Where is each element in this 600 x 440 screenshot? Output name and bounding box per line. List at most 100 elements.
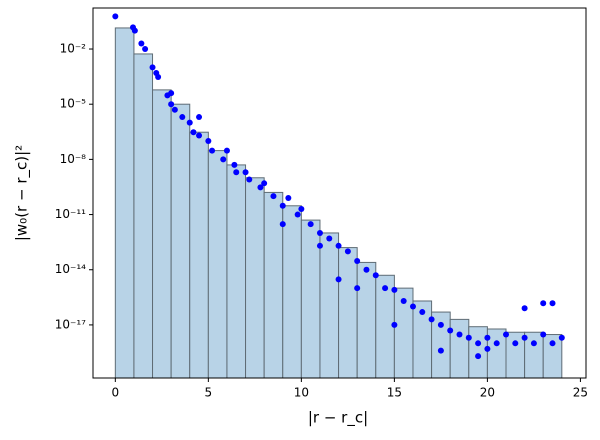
- histogram-bar: [133, 53, 154, 379]
- histogram-bar: [468, 326, 488, 379]
- scatter-point: [503, 331, 510, 338]
- scatter-point: [270, 193, 277, 200]
- histogram-bar: [338, 247, 358, 379]
- scatter-point: [363, 266, 370, 273]
- scatter-point: [372, 272, 379, 279]
- x-tick-label: 10: [294, 386, 309, 400]
- scatter-point: [223, 147, 230, 154]
- y-tick-label: 10⁻¹¹: [55, 207, 86, 221]
- y-tick-label: 10⁻²: [60, 42, 87, 56]
- histogram-bar: [152, 89, 172, 379]
- scatter-point: [138, 40, 145, 47]
- scatter-point: [168, 101, 175, 108]
- scatter-point: [354, 285, 361, 292]
- histogram-bar: [319, 232, 340, 379]
- scatter-point: [246, 176, 253, 183]
- scatter-point: [391, 286, 398, 293]
- scatter-point: [428, 316, 435, 323]
- scatter-point: [171, 106, 178, 113]
- x-tick-label: 5: [205, 386, 213, 400]
- scatter-point: [530, 340, 537, 347]
- y-tick-label: 10⁻⁵: [60, 97, 87, 111]
- scatter-point: [294, 211, 301, 218]
- scatter-point: [190, 129, 197, 136]
- plot-frame: [92, 7, 587, 379]
- scatter-point: [540, 331, 547, 338]
- scatter-point: [549, 340, 556, 347]
- scatter-point: [419, 309, 426, 316]
- scatter-point: [242, 169, 249, 176]
- scatter-point: [512, 340, 519, 347]
- scatter-point: [261, 180, 268, 187]
- scatter-point: [155, 74, 162, 81]
- scatter-point: [540, 300, 547, 307]
- scatter-point: [168, 90, 175, 97]
- scatter-point: [179, 114, 186, 121]
- histogram-bar: [226, 164, 247, 379]
- scatter-point: [409, 303, 416, 310]
- scatter-point: [335, 276, 342, 283]
- scatter-point: [437, 347, 444, 354]
- scatter-point: [220, 156, 227, 163]
- scatter-point: [475, 353, 482, 360]
- scatter-point: [558, 334, 565, 341]
- y-tick-label: 10⁻¹⁴: [55, 262, 86, 276]
- histogram-bar: [207, 150, 228, 379]
- scatter-point: [142, 46, 149, 53]
- scatter-point: [326, 235, 333, 242]
- histogram-bar: [170, 103, 191, 379]
- scatter-point: [437, 321, 444, 328]
- scatter-point: [298, 206, 305, 213]
- x-tick-label: 25: [573, 386, 588, 400]
- scatter-point: [316, 242, 323, 249]
- histogram-bar: [114, 27, 135, 379]
- histogram-bar: [486, 328, 507, 379]
- x-tick-label: 15: [387, 386, 402, 400]
- scatter-point: [447, 327, 454, 334]
- scatter-point: [549, 300, 556, 307]
- scatter-point: [196, 132, 203, 139]
- scatter-point: [196, 114, 203, 121]
- scatter-point: [400, 297, 407, 304]
- scatter-point: [257, 184, 264, 191]
- histogram-bar: [245, 177, 265, 379]
- y-tick-label: 10⁻¹⁷: [55, 317, 86, 331]
- x-tick-label: 20: [480, 386, 495, 400]
- scatter-point: [344, 248, 351, 255]
- x-axis-label: |r − r_c|: [308, 409, 368, 428]
- histogram-bar: [263, 191, 284, 379]
- scatter-point: [186, 119, 193, 126]
- histogram-bar: [189, 131, 209, 379]
- scatter-point: [231, 161, 238, 168]
- histogram-bar: [505, 331, 526, 379]
- histogram-bar: [282, 205, 302, 379]
- x-tick-label: 0: [112, 386, 120, 400]
- histogram-bar: [356, 261, 377, 379]
- scatter-point: [475, 340, 482, 347]
- scatter-point: [285, 194, 292, 201]
- scatter-point: [354, 257, 361, 264]
- scatter-point: [391, 321, 398, 328]
- scatter-point: [465, 334, 472, 341]
- histogram-bar: [300, 219, 321, 379]
- scatter-point: [209, 147, 216, 154]
- scatter-point: [205, 137, 212, 144]
- scatter-point: [307, 221, 314, 228]
- scatter-point: [279, 221, 286, 228]
- scatter-point: [484, 334, 491, 341]
- histogram-bar: [449, 318, 470, 379]
- scatter-point: [233, 169, 240, 176]
- scatter-point: [382, 285, 389, 292]
- y-tick-label: 10⁻⁸: [60, 152, 87, 166]
- scatter-point: [335, 242, 342, 249]
- scatter-point: [493, 340, 500, 347]
- scatter-point: [131, 27, 138, 34]
- scatter-point: [316, 229, 323, 236]
- y-axis-label: |w₀(r − r_c)|²: [13, 145, 32, 241]
- histogram-bar: [524, 331, 544, 379]
- scatter-point: [484, 345, 491, 352]
- scatter-point: [521, 305, 528, 312]
- scatter-point: [521, 334, 528, 341]
- scatter-point: [456, 331, 463, 338]
